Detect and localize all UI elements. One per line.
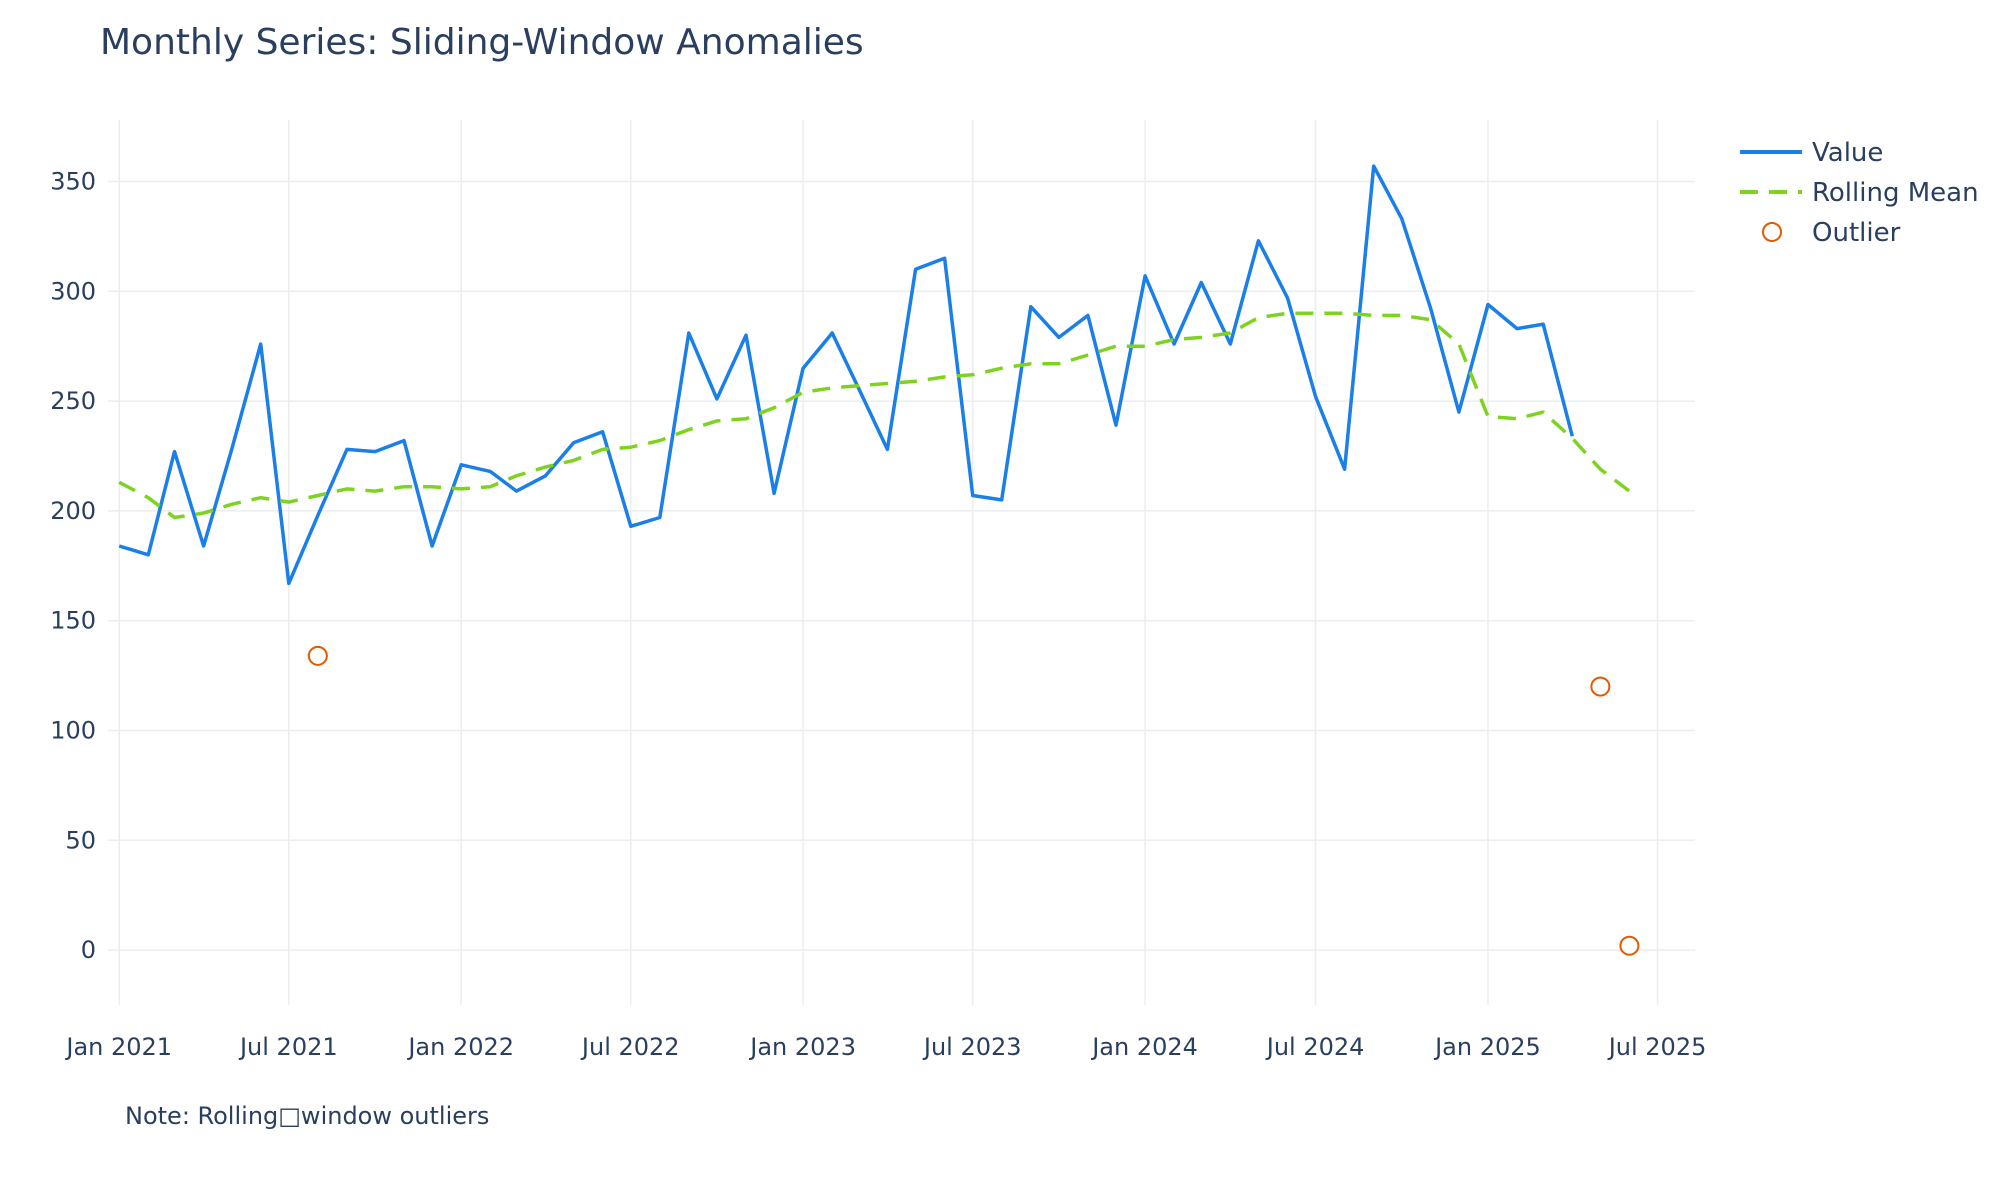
chart-note: Note: Rolling□window outliers (125, 1102, 490, 1130)
x-tick-label: Jul 2022 (580, 1033, 680, 1061)
legend-symbol-outlier (1762, 222, 1782, 242)
legend-label-rolling-mean: Rolling Mean (1812, 178, 1979, 208)
legend-item-value[interactable]: Value (1740, 138, 1883, 168)
x-tick-label: Jan 2022 (406, 1033, 514, 1061)
legend[interactable]: Value Rolling Mean Outlier (1740, 138, 1979, 248)
x-tick-label: Jan 2024 (1090, 1033, 1198, 1061)
legend-item-rolling-mean[interactable]: Rolling Mean (1740, 178, 1979, 208)
outlier-marker (1590, 676, 1611, 697)
rolling-mean-series-line (118, 311, 1631, 520)
y-tick-label: 100 (50, 716, 96, 744)
x-tick-label: Jul 2025 (1607, 1033, 1707, 1061)
plot-series (118, 164, 1640, 956)
y-tick-label: 150 (50, 607, 96, 635)
x-tick-label: Jul 2021 (238, 1033, 338, 1061)
x-tick-label: Jan 2025 (1433, 1033, 1541, 1061)
y-tick-label: 50 (65, 826, 96, 854)
y-tick-label: 200 (50, 497, 96, 525)
y-tick-label: 300 (50, 277, 96, 305)
chart-title: Monthly Series: Sliding-Window Anomalies (100, 22, 864, 63)
y-tick-label: 350 (50, 167, 96, 195)
x-tick-label: Jul 2024 (1265, 1033, 1365, 1061)
y-tick-label: 0 (81, 936, 96, 964)
x-tick-label: Jul 2023 (922, 1033, 1022, 1061)
x-tick-label: Jan 2023 (748, 1033, 856, 1061)
y-axis-tick-labels: 0 50 100 150 200 250 300 350 (50, 167, 96, 964)
legend-label-value: Value (1812, 138, 1883, 168)
x-axis-tick-labels: Jan 2021 Jul 2021 Jan 2022 Jul 2022 Jan 2023… (64, 1033, 1706, 1061)
grid-lines (108, 120, 1695, 1005)
legend-item-outlier[interactable]: Outlier (1762, 218, 1901, 248)
y-tick-label: 250 (50, 387, 96, 415)
outlier-marker (1619, 935, 1640, 956)
value-series-line (118, 164, 1574, 586)
legend-label-outlier: Outlier (1812, 218, 1901, 248)
outlier-marker (307, 645, 328, 666)
x-tick-label: Jan 2021 (64, 1033, 172, 1061)
